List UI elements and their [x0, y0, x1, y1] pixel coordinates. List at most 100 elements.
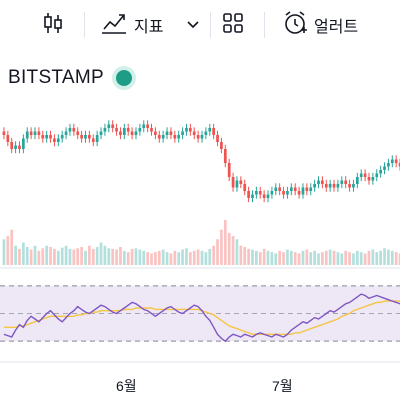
- volume-bar: [278, 250, 282, 265]
- candle-body: [398, 163, 400, 167]
- volume-bar: [154, 252, 157, 265]
- candle-body: [130, 131, 134, 135]
- volume-bar: [2, 239, 6, 265]
- volume-bar: [130, 248, 134, 265]
- volume-bar: [398, 253, 400, 265]
- candle-body: [204, 131, 208, 135]
- volume-bar: [309, 252, 313, 265]
- symbol-legend[interactable]: BITSTAMP: [0, 62, 132, 94]
- candle-body: [53, 138, 56, 142]
- volume-bar: [49, 247, 52, 265]
- candle-body: [107, 124, 111, 128]
- candle-body: [99, 131, 103, 135]
- volume-bar: [204, 252, 208, 265]
- candle-body: [212, 128, 216, 135]
- alerts-button[interactable]: 얼러트: [282, 10, 358, 40]
- candle-body: [165, 131, 169, 135]
- volume-bar: [150, 253, 153, 265]
- volume-bar: [243, 247, 247, 265]
- candle-body: [227, 163, 231, 177]
- volume-bar: [53, 248, 56, 265]
- candle-body: [22, 138, 25, 149]
- volume-bar: [107, 248, 111, 265]
- candle-body: [332, 184, 336, 188]
- volume-bar: [390, 250, 394, 265]
- volume-bar: [394, 252, 398, 265]
- volume-bar: [185, 248, 188, 265]
- volume-bar: [301, 250, 305, 265]
- candle-body: [239, 180, 243, 184]
- candle-body: [321, 180, 324, 184]
- candle-body: [208, 128, 212, 132]
- volume-bar: [321, 252, 324, 265]
- volume-bar: [192, 250, 196, 265]
- candle-body: [293, 187, 297, 191]
- candle-body: [313, 184, 316, 188]
- candle-body: [200, 135, 204, 139]
- volume-bar: [262, 248, 266, 265]
- candle-body: [14, 145, 17, 149]
- volume-bar: [169, 253, 173, 265]
- candle-body: [352, 184, 355, 188]
- candle-body: [390, 159, 394, 163]
- layouts-button[interactable]: [222, 10, 244, 40]
- candle-body: [157, 135, 161, 139]
- market-status-dot: [116, 70, 132, 86]
- x-tick-label: 6월: [116, 378, 137, 394]
- candles-button[interactable]: [42, 10, 64, 40]
- indicators-icon: [100, 11, 128, 40]
- candle-body: [119, 131, 122, 135]
- candle-body: [84, 135, 87, 139]
- volume-bar: [157, 250, 161, 265]
- volume-bar: [227, 232, 231, 265]
- volume-bar: [196, 249, 200, 265]
- candle-body: [45, 135, 49, 139]
- volume-bar: [122, 250, 126, 265]
- indicators-button[interactable]: 지표: [100, 10, 200, 40]
- candle-body: [348, 184, 351, 188]
- candle-body: [251, 194, 254, 198]
- candle-body: [49, 135, 52, 139]
- toolbar-divider: [84, 12, 85, 38]
- candle-body: [278, 187, 282, 191]
- volume-bar: [297, 253, 301, 265]
- volume-bar: [60, 247, 64, 265]
- volume-bar: [84, 250, 87, 265]
- candle-body: [142, 124, 146, 128]
- volume-bar: [22, 242, 25, 265]
- candle-body: [60, 135, 64, 139]
- indicators-label: 지표: [134, 19, 164, 36]
- volume-bar: [64, 245, 68, 265]
- candle-body: [80, 135, 83, 139]
- chevron-down-icon: [187, 16, 200, 34]
- candle-body: [344, 180, 348, 184]
- volume-bar: [247, 248, 250, 265]
- candle-body: [317, 180, 320, 184]
- volume-bar: [138, 249, 142, 265]
- volume-bar: [6, 236, 10, 265]
- volume-bar: [95, 247, 99, 265]
- volume-bar: [220, 229, 223, 265]
- volume-bar: [355, 250, 359, 265]
- candle-body: [266, 194, 270, 198]
- candle-body: [29, 131, 33, 135]
- volume-bar: [379, 250, 382, 265]
- volume-bar: [56, 250, 60, 265]
- volume-bar: [216, 239, 219, 265]
- candle-body: [72, 128, 76, 132]
- candle-body: [2, 131, 6, 135]
- candle-body: [282, 191, 285, 195]
- volume-bar: [68, 248, 72, 265]
- candle-body: [95, 135, 99, 142]
- candle-body: [196, 135, 200, 139]
- candle-body: [161, 135, 165, 139]
- volume-bar: [344, 250, 348, 265]
- volume-bar: [29, 249, 33, 265]
- candle-body: [216, 135, 219, 142]
- candle-body: [185, 128, 188, 132]
- candle-body: [64, 131, 68, 135]
- volume-bar: [293, 252, 297, 265]
- candle-body: [371, 177, 375, 181]
- volume-bar: [45, 245, 49, 265]
